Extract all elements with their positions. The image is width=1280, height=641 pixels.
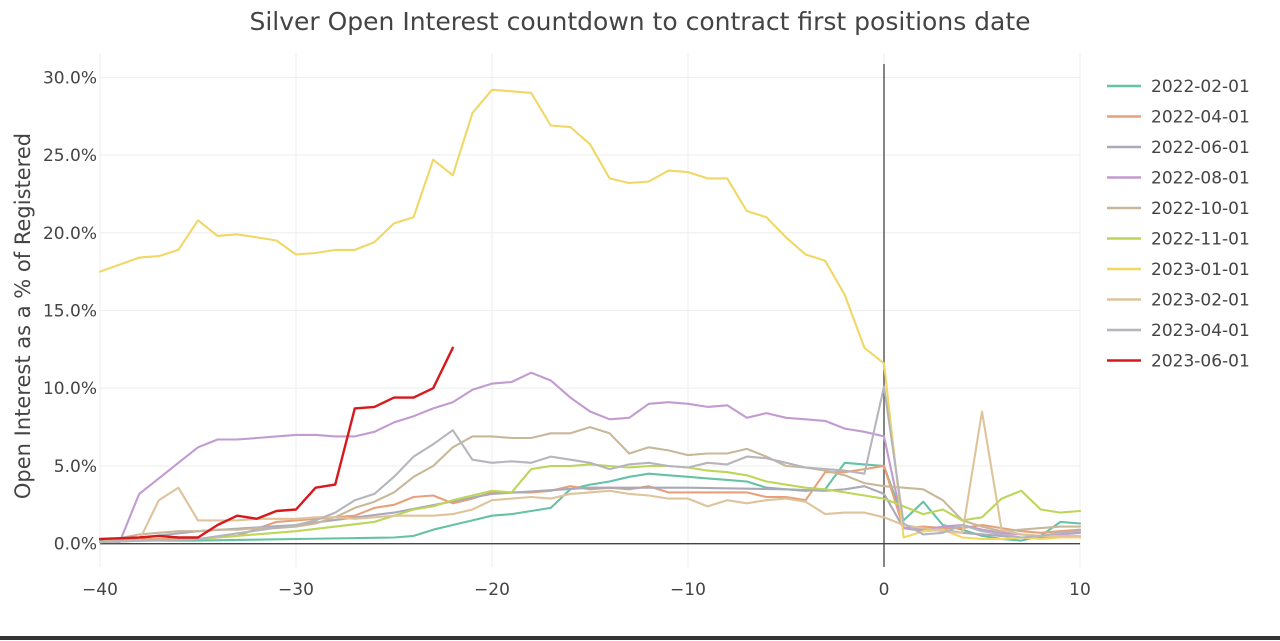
- legend-label: 2022-10-01: [1151, 199, 1250, 219]
- series-line-2022-10-01: [98, 426, 1082, 544]
- y-tick-label: 15.0%: [43, 302, 97, 322]
- y-tick-label: 20.0%: [43, 224, 97, 244]
- legend: 2022-02-01 2022-04-01 2022-06-01 2022-08-01…: [1107, 77, 1250, 372]
- legend-label: 2023-02-01: [1151, 291, 1250, 311]
- x-tick-label: −30: [278, 580, 314, 600]
- x-tick-label: −40: [82, 580, 118, 600]
- legend-label: 2023-04-01: [1151, 321, 1250, 341]
- legend-label: 2022-06-01: [1151, 138, 1250, 158]
- series-line-2022-08-01: [98, 371, 1082, 544]
- series-lines: [98, 88, 1082, 544]
- x-axis-ticks: −40 −30 −20 −10 0 10: [82, 580, 1091, 600]
- y-tick-label: 30.0%: [43, 68, 97, 88]
- legend-label: 2023-01-01: [1151, 260, 1250, 280]
- y-tick-label: 0.0%: [54, 535, 97, 555]
- legend-label: 2022-11-01: [1151, 230, 1250, 250]
- x-tick-label: −20: [474, 580, 510, 600]
- gridlines: [99, 54, 1081, 567]
- legend-label: 2023-06-01: [1151, 352, 1250, 372]
- chart-title: Silver Open Interest countdown to contra…: [249, 7, 1030, 36]
- legend-label: 2022-08-01: [1151, 169, 1250, 189]
- x-tick-label: −10: [670, 580, 706, 600]
- y-tick-label: 25.0%: [43, 146, 97, 166]
- series-line-2023-01-01: [98, 88, 1082, 541]
- series-line-2023-06-01: [98, 346, 454, 541]
- legend-label: 2022-04-01: [1151, 108, 1250, 128]
- bottom-divider: [0, 636, 1280, 640]
- y-tick-label: 10.0%: [43, 379, 97, 399]
- x-tick-label: 0: [879, 580, 890, 600]
- series-line-2023-04-01: [98, 385, 1082, 544]
- x-tick-label: 10: [1069, 580, 1091, 600]
- y-axis-label: Open Interest as a % of Registered: [11, 133, 35, 499]
- legend-label: 2022-02-01: [1151, 77, 1250, 97]
- y-axis-ticks: 0.0% 5.0% 10.0% 15.0% 20.0% 25.0% 30.0%: [43, 68, 97, 554]
- series-line-2023-02-01: [98, 410, 1082, 544]
- y-tick-label: 5.0%: [54, 457, 97, 477]
